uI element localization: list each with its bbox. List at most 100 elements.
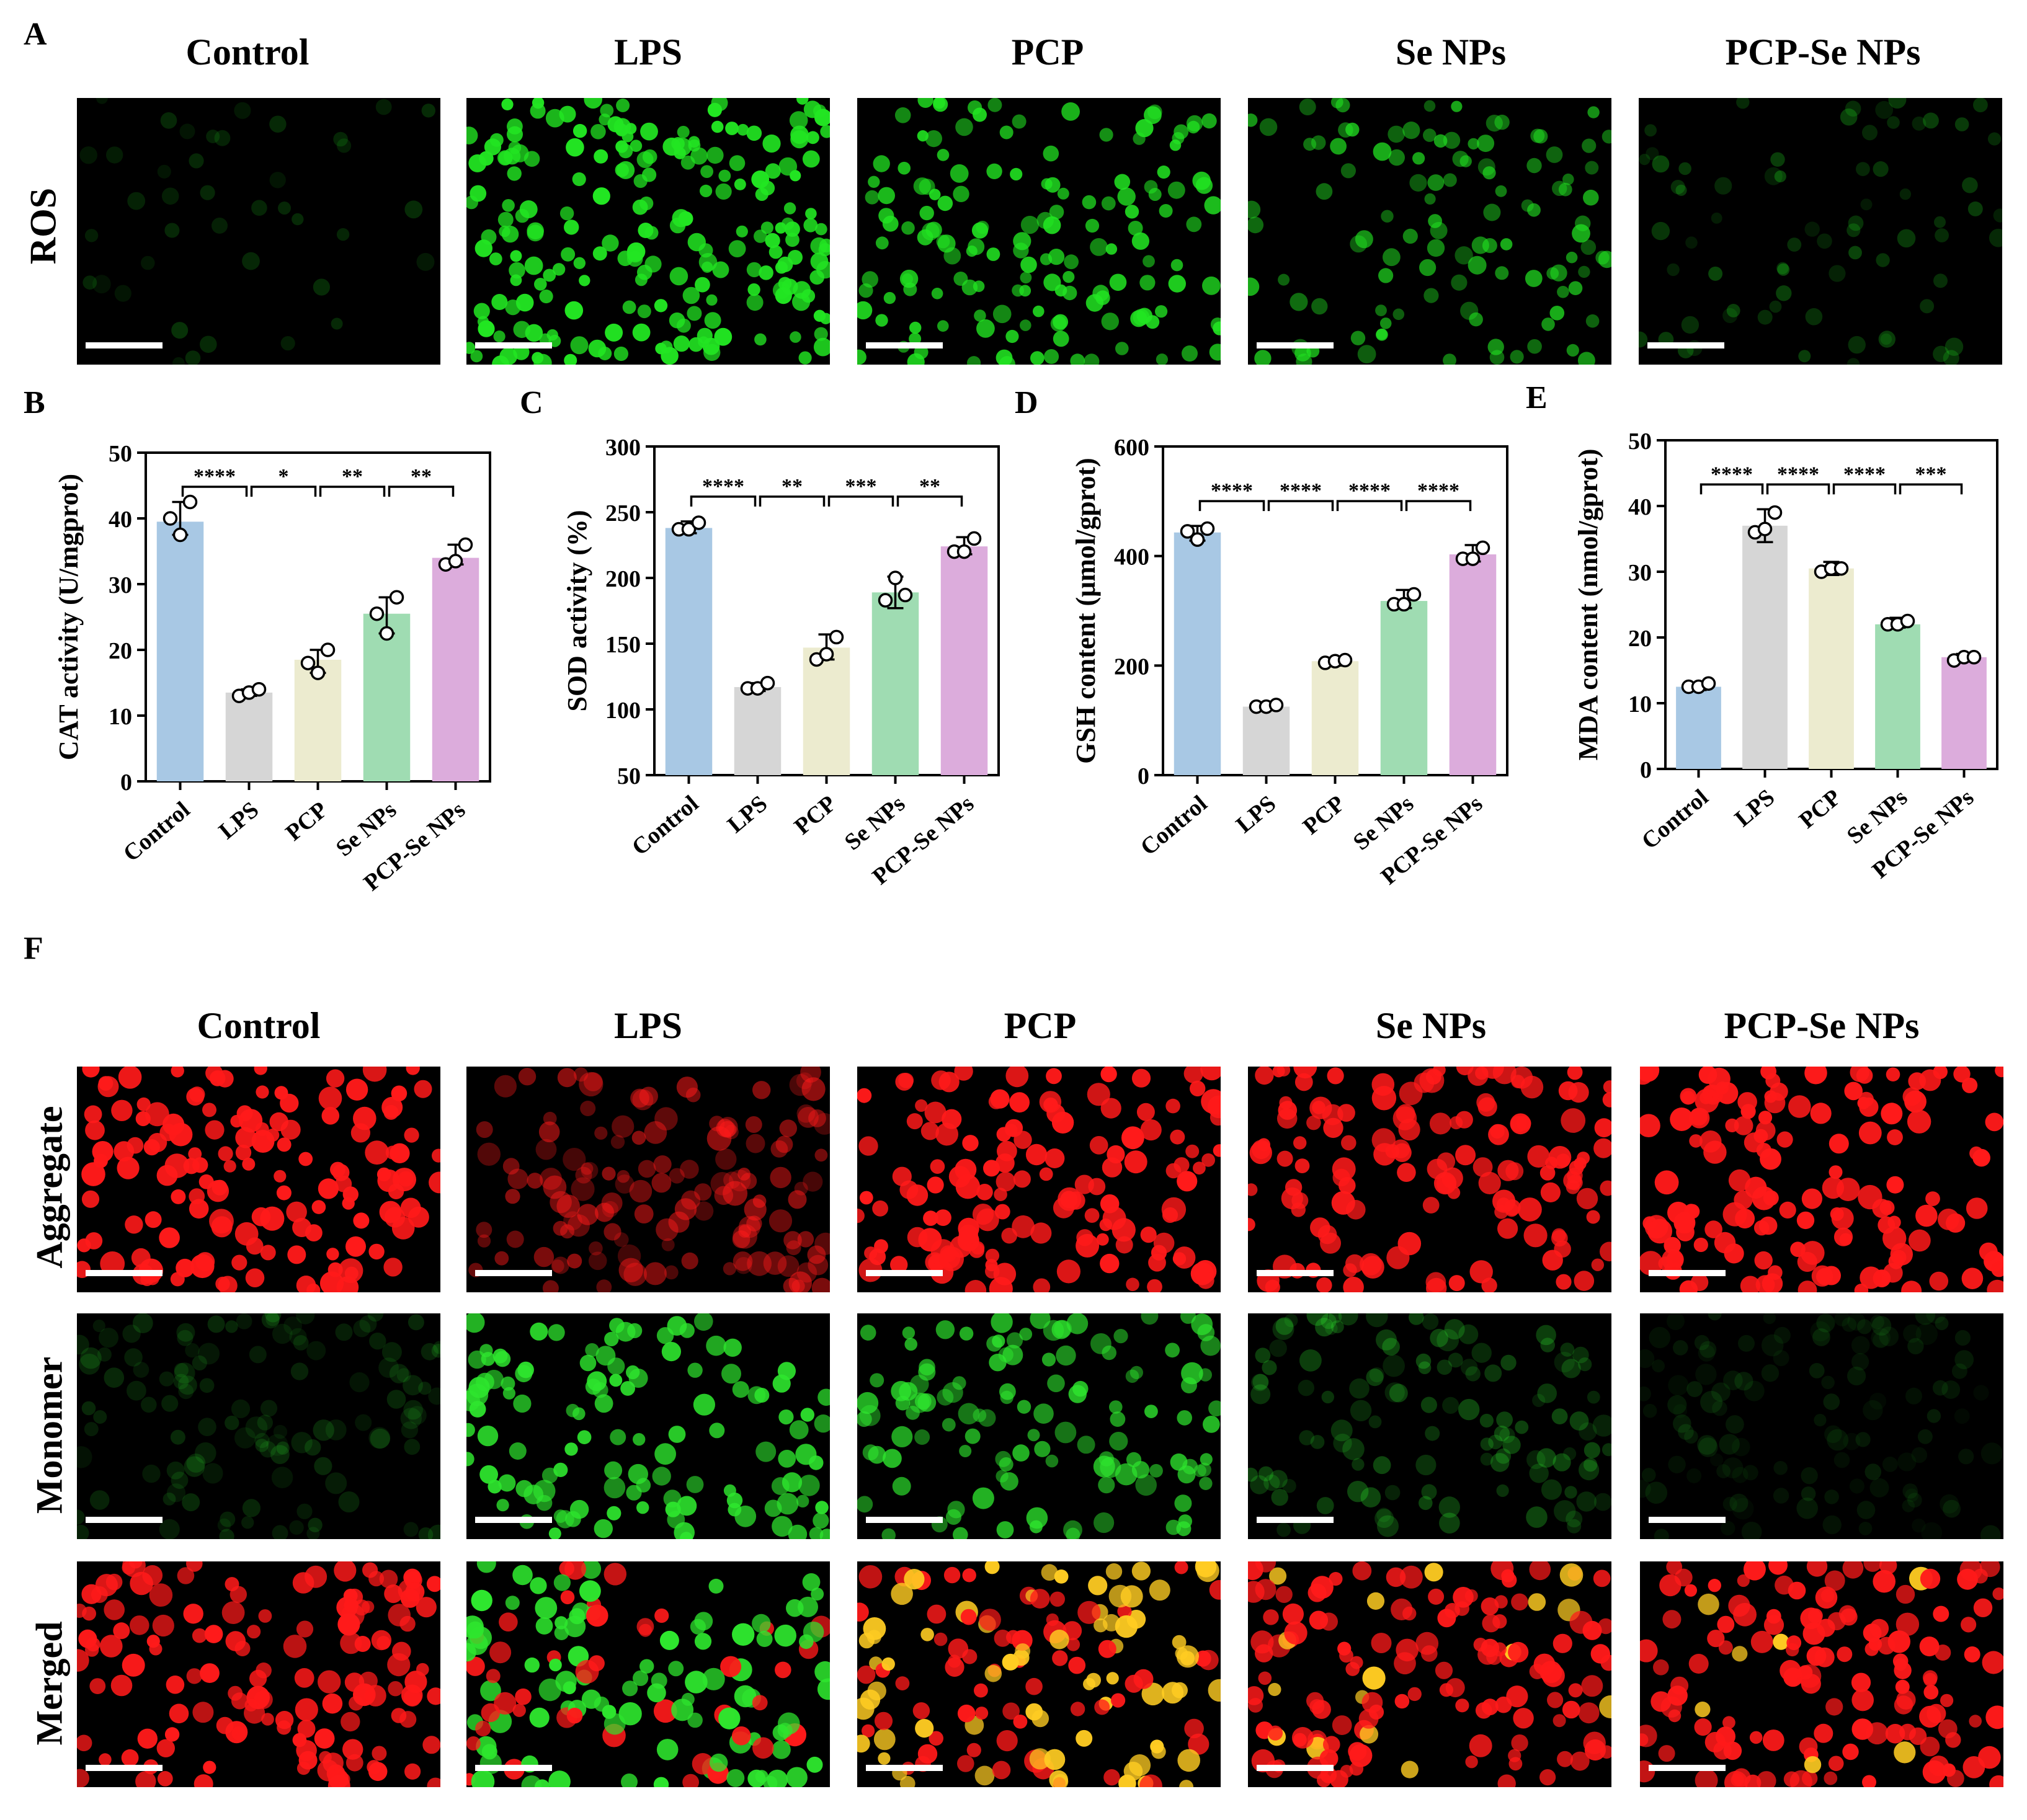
cell xyxy=(1907,1109,1931,1134)
cell xyxy=(1248,1183,1258,1196)
cell xyxy=(1268,1682,1281,1697)
cell xyxy=(121,1749,139,1767)
ros-image-pcp xyxy=(857,98,1221,365)
significance-bracket xyxy=(1899,483,1963,495)
cell xyxy=(973,107,987,122)
y-tick-label: 40 xyxy=(109,507,132,533)
cell xyxy=(768,245,783,259)
cell xyxy=(1902,1087,1922,1106)
cell xyxy=(1443,173,1457,187)
cell xyxy=(1678,1424,1694,1440)
cell xyxy=(813,1512,829,1529)
cell xyxy=(736,225,748,237)
cell xyxy=(639,1086,658,1106)
cell xyxy=(1208,1679,1221,1702)
cell xyxy=(114,285,131,302)
data-point xyxy=(681,522,697,537)
cell xyxy=(728,240,746,257)
cell xyxy=(673,335,690,352)
cell xyxy=(1263,1474,1280,1491)
cell xyxy=(1412,152,1425,165)
cell xyxy=(786,1767,808,1787)
bar-3 xyxy=(803,647,850,775)
cell xyxy=(1935,1316,1949,1331)
cell xyxy=(681,1252,698,1269)
cell xyxy=(1394,1693,1410,1709)
cell xyxy=(1579,1460,1600,1481)
cell xyxy=(231,1726,246,1741)
cell xyxy=(1858,1184,1882,1210)
cell xyxy=(1465,1366,1481,1382)
cell xyxy=(695,277,710,293)
data-point xyxy=(1900,613,1915,629)
cell xyxy=(857,1602,869,1622)
cell xyxy=(1563,1447,1577,1460)
cell xyxy=(1131,1561,1151,1581)
cell xyxy=(1678,162,1691,175)
cell xyxy=(914,345,929,360)
cell xyxy=(735,1257,752,1274)
cell xyxy=(502,1387,515,1400)
y-tick-label: 20 xyxy=(1628,626,1652,652)
cell xyxy=(1077,1600,1101,1624)
cell xyxy=(1823,1393,1840,1410)
cell xyxy=(308,1517,323,1532)
cell xyxy=(1125,1674,1143,1693)
cell xyxy=(497,150,513,166)
cell xyxy=(1640,1067,1654,1085)
scale-bar xyxy=(1257,1765,1334,1771)
y-tick-label: 50 xyxy=(109,441,132,467)
cell xyxy=(1488,1434,1503,1450)
cell xyxy=(1366,1313,1388,1328)
cell xyxy=(1719,1434,1740,1455)
cell xyxy=(571,1177,595,1201)
cell xyxy=(403,1375,423,1396)
cell xyxy=(418,1382,432,1395)
cell xyxy=(1922,1670,1938,1685)
cell xyxy=(731,1726,751,1746)
cell xyxy=(617,1170,630,1183)
cell xyxy=(1044,1749,1066,1770)
cell xyxy=(1695,1364,1717,1385)
cell xyxy=(723,1338,742,1357)
cell xyxy=(726,1769,745,1787)
cell xyxy=(1966,1197,1988,1219)
cell xyxy=(79,146,97,164)
cell xyxy=(1716,1726,1735,1747)
cell xyxy=(398,1171,414,1187)
cell xyxy=(515,1688,532,1705)
data-point xyxy=(1268,698,1284,712)
cell xyxy=(557,1068,577,1088)
cell xyxy=(1200,1067,1221,1081)
cell xyxy=(1646,147,1659,161)
cell xyxy=(777,1255,800,1277)
cell xyxy=(1267,1725,1283,1741)
cell xyxy=(493,331,506,343)
cell xyxy=(906,1184,929,1206)
cell xyxy=(1562,173,1574,185)
cell xyxy=(1248,200,1261,219)
cell xyxy=(141,255,155,270)
y-axis-label: MDA content (nmol/gprot) xyxy=(1573,449,1603,761)
cell xyxy=(1847,358,1860,365)
cell xyxy=(640,122,658,141)
cell xyxy=(1659,1574,1682,1597)
cell xyxy=(290,1362,309,1380)
cell xyxy=(1557,1751,1573,1767)
cell xyxy=(1114,174,1131,190)
cell xyxy=(1139,275,1156,291)
cell xyxy=(1358,1709,1379,1729)
cell xyxy=(775,261,788,274)
cell xyxy=(738,1225,751,1238)
cell xyxy=(790,125,809,144)
cell xyxy=(786,1240,801,1256)
cell xyxy=(1310,1435,1325,1449)
cell xyxy=(1033,1403,1054,1424)
cell xyxy=(1052,1650,1068,1666)
cell xyxy=(1006,1630,1020,1645)
cell xyxy=(192,1157,208,1173)
cell xyxy=(677,125,690,138)
cell xyxy=(1345,1662,1360,1676)
cell xyxy=(1105,243,1118,255)
cell xyxy=(1480,1437,1494,1451)
